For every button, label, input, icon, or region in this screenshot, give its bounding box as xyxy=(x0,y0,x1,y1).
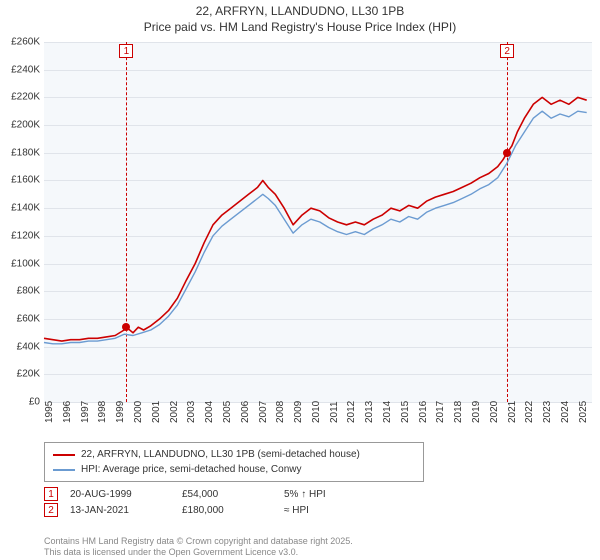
x-axis-tick: 2011 xyxy=(329,401,340,423)
y-axis-tick: £40K xyxy=(2,341,40,352)
sale-badge: 2 xyxy=(44,503,58,517)
y-axis-tick: £160K xyxy=(2,175,40,186)
x-axis-tick: 2000 xyxy=(133,401,144,423)
x-axis-tick: 2020 xyxy=(489,401,500,423)
y-axis-tick: £180K xyxy=(2,147,40,158)
sale-price: £54,000 xyxy=(182,489,272,500)
x-axis-tick: 2009 xyxy=(293,401,304,423)
plot-area: £0£20K£40K£60K£80K£100K£120K£140K£160K£1… xyxy=(44,42,592,402)
sale-badge: 1 xyxy=(44,487,58,501)
x-axis-tick: 2023 xyxy=(542,401,553,423)
y-axis-tick: £80K xyxy=(2,286,40,297)
x-axis-tick: 1995 xyxy=(44,401,55,423)
x-axis-tick: 2010 xyxy=(311,401,322,423)
x-axis-tick: 1997 xyxy=(80,401,91,423)
sale-marker-dot xyxy=(503,149,511,157)
legend-label-1: 22, ARFRYN, LLANDUDNO, LL30 1PB (semi-de… xyxy=(81,447,360,462)
y-axis-tick: £100K xyxy=(2,258,40,269)
x-axis-tick: 2018 xyxy=(453,401,464,423)
x-axis-tick: 2019 xyxy=(471,401,482,423)
legend-swatch-1 xyxy=(53,454,75,456)
x-axis-tick: 2006 xyxy=(240,401,251,423)
chart-container: 22, ARFRYN, LLANDUDNO, LL30 1PB Price pa… xyxy=(0,0,600,560)
x-axis-tick: 2016 xyxy=(418,401,429,423)
sale-hpi-delta: 5% ↑ HPI xyxy=(284,489,374,500)
chart-title-sub: Price paid vs. HM Land Registry's House … xyxy=(0,20,600,36)
x-axis-tick: 2004 xyxy=(204,401,215,423)
y-axis-tick: £120K xyxy=(2,230,40,241)
series-price_paid xyxy=(44,97,587,341)
legend-label-2: HPI: Average price, semi-detached house,… xyxy=(81,462,302,477)
y-axis-tick: £200K xyxy=(2,120,40,131)
x-axis-tick: 2013 xyxy=(364,401,375,423)
x-axis-tick: 2012 xyxy=(346,401,357,423)
x-axis-tick: 1999 xyxy=(115,401,126,423)
legend-row-2: HPI: Average price, semi-detached house,… xyxy=(53,462,415,477)
x-axis-tick: 2021 xyxy=(507,401,518,423)
sale-record-row: 1 20-AUG-1999 £54,000 5% ↑ HPI xyxy=(44,486,592,502)
x-axis-tick: 2017 xyxy=(435,401,446,423)
x-axis-tick: 2015 xyxy=(400,401,411,423)
chart-title-address: 22, ARFRYN, LLANDUDNO, LL30 1PB xyxy=(0,4,600,20)
x-axis-tick: 2022 xyxy=(524,401,535,423)
legend-swatch-2 xyxy=(53,469,75,471)
x-axis-tick: 2003 xyxy=(186,401,197,423)
sale-marker-dot xyxy=(122,323,130,331)
series-hpi xyxy=(44,111,587,344)
y-axis-tick: £20K xyxy=(2,369,40,380)
y-axis-tick: £240K xyxy=(2,64,40,75)
x-axis-tick: 1996 xyxy=(62,401,73,423)
legend-area: 22, ARFRYN, LLANDUDNO, LL30 1PB (semi-de… xyxy=(44,442,592,518)
y-axis-tick: £260K xyxy=(2,37,40,48)
sale-hpi-delta: ≈ HPI xyxy=(284,505,374,516)
sale-price: £180,000 xyxy=(182,505,272,516)
y-axis-tick: £0 xyxy=(2,397,40,408)
legend-row-1: 22, ARFRYN, LLANDUDNO, LL30 1PB (semi-de… xyxy=(53,447,415,462)
legend-box: 22, ARFRYN, LLANDUDNO, LL30 1PB (semi-de… xyxy=(44,442,424,482)
x-axis-tick: 2008 xyxy=(275,401,286,423)
attribution: Contains HM Land Registry data © Crown c… xyxy=(44,536,353,558)
x-axis-tick: 2014 xyxy=(382,401,393,423)
sale-date: 13-JAN-2021 xyxy=(70,505,170,516)
x-axis-tick: 1998 xyxy=(97,401,108,423)
y-axis-tick: £60K xyxy=(2,313,40,324)
sale-date: 20-AUG-1999 xyxy=(70,489,170,500)
x-axis-tick: 2007 xyxy=(258,401,269,423)
chart-titles: 22, ARFRYN, LLANDUDNO, LL30 1PB Price pa… xyxy=(0,0,600,35)
x-axis-tick: 2005 xyxy=(222,401,233,423)
y-axis-tick: £220K xyxy=(2,92,40,103)
attribution-line-2: This data is licensed under the Open Gov… xyxy=(44,547,353,558)
x-axis-tick: 2025 xyxy=(578,401,589,423)
y-axis-tick: £140K xyxy=(2,203,40,214)
sale-record-row: 2 13-JAN-2021 £180,000 ≈ HPI xyxy=(44,502,592,518)
x-axis-tick: 2024 xyxy=(560,401,571,423)
attribution-line-1: Contains HM Land Registry data © Crown c… xyxy=(44,536,353,547)
line-series-svg xyxy=(44,42,592,402)
x-axis-tick: 2001 xyxy=(151,401,162,423)
x-axis-tick: 2002 xyxy=(169,401,180,423)
